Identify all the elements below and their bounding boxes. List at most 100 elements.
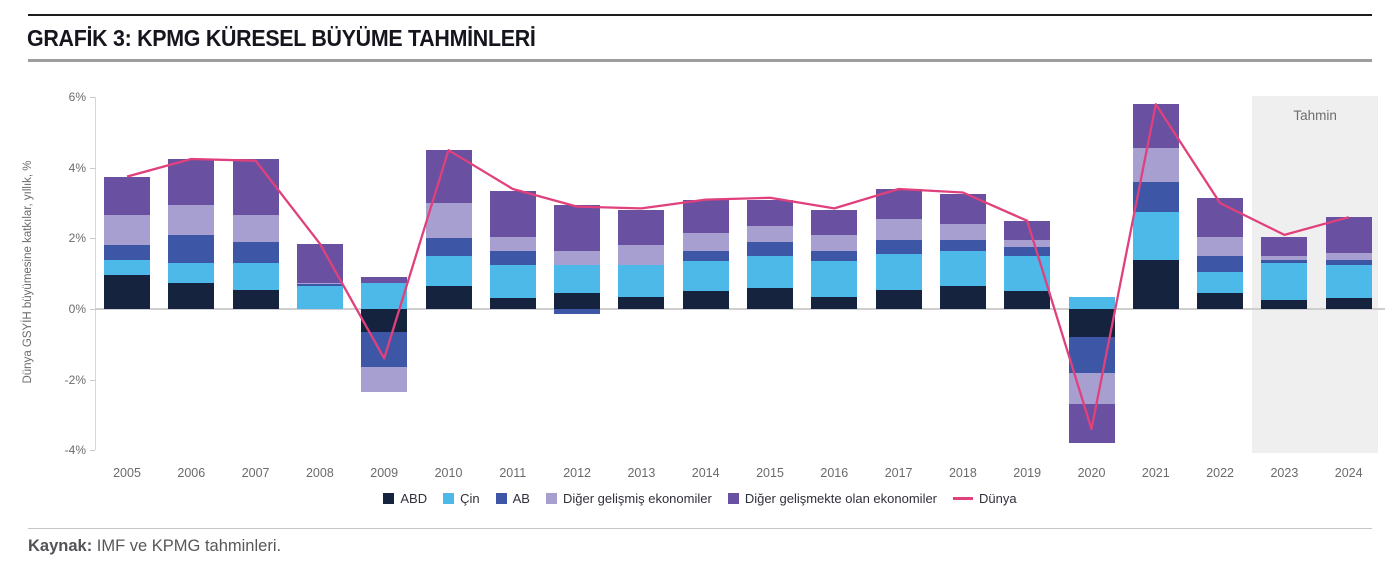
y-tick-label: 6% <box>68 90 86 105</box>
bar-segment-abd-2021 <box>1132 259 1179 309</box>
bar-segment-cin-2011 <box>489 264 536 299</box>
bar-segment-diger-gelismekte-2006 <box>168 158 215 205</box>
bar-segment-diger-gelismis-2020 <box>1068 372 1115 405</box>
bar-segment-diger-gelismis-2021 <box>1132 148 1179 182</box>
legend-swatch-diger-gelismis <box>545 493 557 504</box>
bar-segment-ab-2018 <box>939 240 986 251</box>
bar-segment-diger-gelismekte-2009 <box>361 277 408 283</box>
legend-item-diger-gelismekte: Diğer gelişmekte olan ekonomiler <box>727 491 938 506</box>
legend-swatch-cin <box>443 493 455 504</box>
bar-segment-abd-2015 <box>747 287 793 309</box>
legend-item-diger-gelismis: Diğer gelişmiş ekonomiler <box>545 491 712 506</box>
bar-segment-cin-2016 <box>811 261 858 297</box>
bar-segment-diger-gelismis-2014 <box>682 233 729 251</box>
legend-swatch-ab <box>495 493 507 504</box>
y-tick <box>90 379 95 381</box>
bar-segment-abd-2006 <box>168 282 215 309</box>
bar-segment-abd-2007 <box>232 289 279 309</box>
bar-segment-abd-2010 <box>425 286 472 309</box>
bar-segment-abd-2011 <box>489 298 536 309</box>
bar-segment-ab-2017 <box>875 240 922 255</box>
forecast-label: Tahmin <box>1293 108 1337 123</box>
bar-segment-diger-gelismis-2006 <box>168 204 215 235</box>
bar-segment-cin-2010 <box>425 256 472 287</box>
bar-segment-ab-2008 <box>296 284 343 287</box>
y-tick-label: 0% <box>68 302 86 316</box>
y-tick <box>90 238 95 240</box>
bar-segment-diger-gelismis-2018 <box>939 224 986 241</box>
x-tick-label-2009: 2009 <box>370 466 399 480</box>
bar-segment-ab-2007 <box>232 241 279 264</box>
source-note: Kaynak: IMF ve KPMG tahminleri. <box>28 537 281 556</box>
bar-segment-ab-2019 <box>1004 247 1051 257</box>
bar-segment-diger-gelismekte-2008 <box>296 243 343 283</box>
bar-segment-abd-2005 <box>104 275 150 309</box>
bar-segment-ab-2011 <box>489 250 536 265</box>
bar-segment-cin-2007 <box>232 263 279 290</box>
bar-segment-diger-gelismis-2023 <box>1261 256 1308 260</box>
source-text: IMF ve KPMG tahminleri. <box>92 537 282 555</box>
bar-segment-abd-2014 <box>682 291 729 309</box>
bar-segment-abd-2012 <box>554 293 601 309</box>
footer-rule <box>28 528 1372 529</box>
bar-segment-diger-gelismis-2013 <box>618 245 665 265</box>
bar-segment-cin-2006 <box>168 263 215 283</box>
chart-legend: ABD Çin AB Diğer gelişmiş ekonomiler Diğer g… <box>0 491 1400 506</box>
legend-item-dunya: Dünya <box>953 491 1017 506</box>
bar-segment-cin-2019 <box>1004 256 1051 292</box>
bar-segment-abd-2009 <box>361 309 408 332</box>
legend-item-cin: Çin <box>443 491 480 506</box>
top-rule <box>28 14 1372 16</box>
bar-segment-abd-2020 <box>1068 309 1115 338</box>
x-tick-label-2018: 2018 <box>948 466 977 480</box>
bar-segment-ab-2015 <box>747 241 793 257</box>
bar-segment-diger-gelismekte-2021 <box>1132 104 1179 149</box>
bar-segment-abd-2023 <box>1261 300 1308 309</box>
growth-chart: Tahmin Dünya GSYİH büyümesine katkılar, … <box>0 90 1400 506</box>
y-axis-title: Dünya GSYİH büyümesine katkılar, yıllık,… <box>22 160 34 384</box>
bar-segment-diger-gelismis-2022 <box>1197 236 1244 257</box>
bar-segment-cin-2023 <box>1261 263 1308 301</box>
bar-segment-diger-gelismis-2024 <box>1325 252 1372 260</box>
y-tick <box>90 167 95 169</box>
bar-segment-ab-2006 <box>168 234 215 264</box>
bar-segment-abd-2022 <box>1197 293 1244 309</box>
bar-segment-abd-2017 <box>875 289 922 309</box>
bar-segment-diger-gelismekte-2020 <box>1068 404 1115 444</box>
x-tick-label-2005: 2005 <box>113 466 141 480</box>
bar-segment-diger-gelismis-2008 <box>296 282 343 285</box>
source-label: Kaynak: <box>28 537 93 555</box>
bar-segment-diger-gelismis-2019 <box>1004 240 1051 248</box>
bar-segment-abd-2016 <box>811 296 858 309</box>
bar-segment-cin-2008 <box>296 286 343 309</box>
bar-segment-diger-gelismis-2007 <box>232 215 279 242</box>
bar-segment-diger-gelismekte-2016 <box>811 210 858 235</box>
bar-segment-cin-2009 <box>361 282 408 309</box>
bar-segment-ab-2014 <box>682 250 729 262</box>
x-tick-label-2012: 2012 <box>563 466 591 480</box>
chart-title: GRAFİK 3: KPMG KÜRESEL BÜYÜME TAHMİNLERİ <box>27 25 536 51</box>
bar-segment-diger-gelismekte-2019 <box>1004 220 1051 241</box>
legend-label: Diğer gelişmekte olan ekonomiler <box>744 491 938 506</box>
bar-segment-diger-gelismekte-2005 <box>104 176 150 216</box>
bar-segment-diger-gelismis-2012 <box>554 250 601 265</box>
bar-segment-ab-2005 <box>104 245 150 260</box>
bar-segment-cin-2020 <box>1068 296 1115 309</box>
x-tick-label-2022: 2022 <box>1206 466 1234 480</box>
legend-label: Dünya <box>979 491 1017 506</box>
bar-segment-cin-2017 <box>875 254 922 290</box>
y-axis-line <box>95 97 96 450</box>
bar-segment-abd-2019 <box>1004 291 1051 309</box>
y-tick <box>90 309 95 310</box>
y-tick-label: 2% <box>68 231 86 246</box>
y-tick <box>90 97 95 99</box>
bar-segment-diger-gelismis-2017 <box>875 218 922 241</box>
x-tick-label-2024: 2024 <box>1334 466 1363 480</box>
x-tick-label-2015: 2015 <box>756 466 784 480</box>
bar-segment-ab-2016 <box>811 250 858 262</box>
bar-segment-diger-gelismekte-2011 <box>489 190 536 237</box>
bar-segment-diger-gelismekte-2018 <box>939 194 986 225</box>
legend-item-ab: AB <box>495 491 530 506</box>
bar-segment-diger-gelismekte-2024 <box>1325 217 1372 253</box>
bar-segment-diger-gelismekte-2014 <box>682 199 729 234</box>
